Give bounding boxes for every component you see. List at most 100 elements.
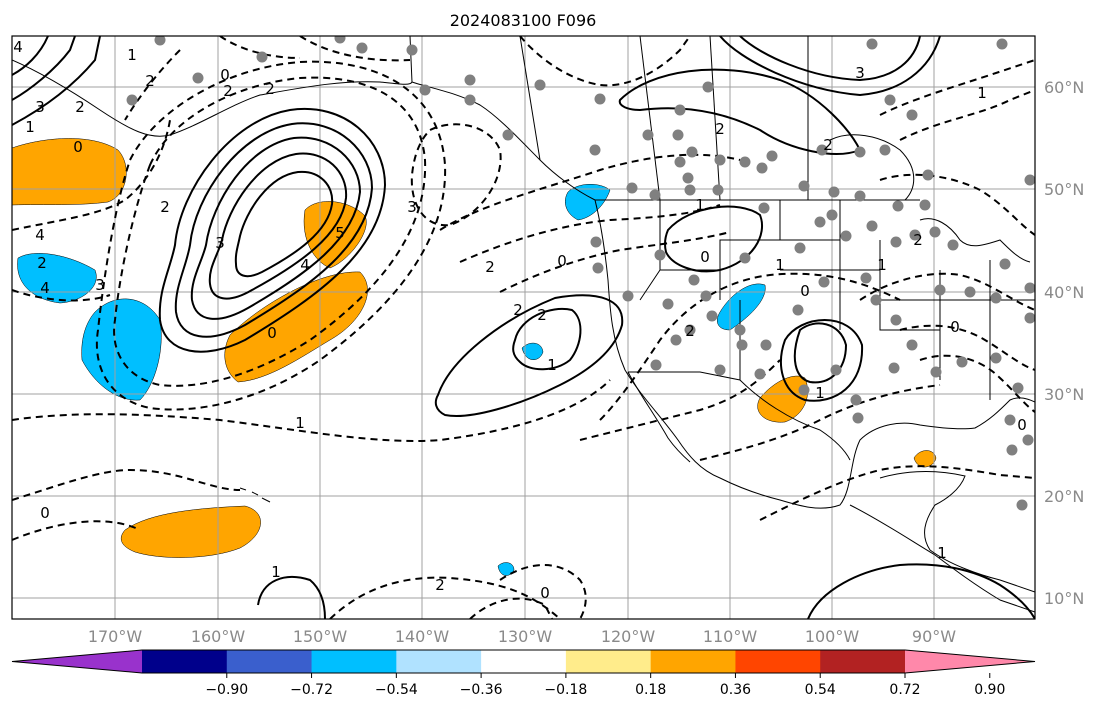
station-marker — [964, 286, 976, 298]
station-marker — [840, 230, 852, 242]
contour-label: 0 — [220, 66, 230, 84]
contour-label: 1 — [295, 414, 305, 432]
positive-anomaly-region — [120, 505, 261, 558]
station-marker — [754, 368, 766, 380]
station-marker — [642, 129, 654, 141]
contour-line-negative — [879, 173, 1035, 236]
contour-label: 0 — [73, 138, 83, 156]
station-marker — [739, 252, 751, 264]
contour-label: 4 — [35, 226, 45, 244]
negative-anomaly-region — [17, 253, 97, 304]
yucatan-coastline — [879, 471, 1035, 593]
negative-anomaly-region — [521, 342, 544, 360]
latitude-label: 30°N — [1044, 385, 1084, 404]
contour-line-negative — [499, 564, 587, 619]
station-marker — [906, 109, 918, 121]
contour-line-positive — [158, 107, 387, 353]
station-marker — [534, 79, 546, 91]
station-marker — [700, 290, 712, 302]
contour-label: 1 — [271, 563, 281, 581]
contour-line-positive — [174, 122, 374, 338]
station-marker — [934, 284, 946, 296]
station-marker — [1022, 434, 1034, 446]
station-marker — [756, 162, 768, 174]
canada-province-border — [639, 36, 661, 201]
colorbar-tick-label: 0.90 — [974, 682, 1005, 698]
station-marker — [879, 144, 891, 156]
station-marker — [154, 36, 166, 46]
contour-label: 3 — [407, 198, 417, 216]
contour-line-positive — [234, 170, 334, 278]
contour-line-positive — [807, 563, 1035, 619]
longitude-label: 90°W — [912, 627, 956, 646]
contour-line-negative — [12, 289, 111, 302]
colorbar-tick-label: 0.72 — [889, 682, 920, 698]
station-marker — [592, 262, 604, 274]
contour-line-positive — [257, 576, 326, 619]
negative-anomaly-region — [717, 283, 766, 331]
contour-line-negative — [759, 465, 1035, 521]
contour-line-positive — [780, 319, 864, 402]
contour-line-negative — [410, 123, 502, 227]
contour-line-negative — [459, 204, 721, 263]
contour-label: 0 — [950, 318, 960, 336]
station-marker — [594, 93, 606, 105]
contour-label: 1 — [815, 384, 825, 402]
contour-label: 2 — [435, 576, 445, 594]
north-america-coastline — [409, 36, 1035, 509]
station-marker — [906, 339, 918, 351]
station-marker — [1024, 312, 1035, 324]
station-marker — [589, 144, 601, 156]
contour-label: 1 — [547, 356, 557, 374]
station-marker — [990, 292, 1002, 304]
station-marker — [852, 412, 864, 424]
contour-label: 0 — [1017, 416, 1027, 434]
contour-line-negative — [599, 272, 901, 421]
station-marker — [714, 154, 726, 166]
station-marker — [826, 209, 838, 221]
contour-line-negative — [899, 324, 1035, 371]
contour-label: 1 — [695, 196, 705, 214]
station-marker — [1004, 414, 1016, 426]
us-mexico-border — [628, 371, 851, 461]
station-marker — [909, 229, 921, 241]
hawaii-islands — [239, 487, 271, 503]
contour-line-positive — [12, 36, 49, 76]
station-marker — [930, 366, 942, 378]
contour-label: 3 — [215, 234, 225, 252]
station-marker — [464, 94, 476, 106]
contour-label: 3 — [855, 64, 865, 82]
station-marker — [792, 304, 804, 316]
station-marker — [1006, 444, 1018, 456]
contour-line-negative — [299, 36, 411, 62]
station-marker — [798, 180, 810, 192]
canada-province-border — [709, 36, 721, 201]
contour-label: 4 — [40, 279, 50, 297]
contour-line-positive — [512, 307, 582, 371]
baja-coastline — [627, 371, 691, 463]
station-marker — [816, 144, 828, 156]
station-markers — [126, 36, 1035, 511]
contour-label: 4 — [300, 256, 310, 274]
colorbar-tick-label: −0.90 — [205, 682, 248, 698]
contour-line-negative — [12, 119, 171, 231]
station-marker — [1012, 382, 1024, 394]
station-marker — [670, 334, 682, 346]
latitude-label: 20°N — [1044, 487, 1084, 506]
station-marker — [626, 182, 638, 194]
contour-line-positive — [618, 68, 862, 155]
contour-label: 2 — [37, 254, 47, 272]
colorbar-tick-label: 0.18 — [635, 682, 666, 698]
contour-line-negative — [699, 384, 941, 461]
canada-province-border — [519, 36, 541, 161]
negative-anomaly-region — [497, 562, 515, 576]
contour-label: 2 — [145, 72, 155, 90]
contour-line-positive — [12, 36, 76, 101]
longitude-label: 110°W — [703, 627, 758, 646]
contour-label: 1 — [25, 118, 35, 136]
latitude-label: 50°N — [1044, 180, 1084, 199]
station-marker — [502, 129, 514, 141]
station-marker — [854, 146, 866, 158]
positive-anomaly-region — [224, 271, 368, 383]
